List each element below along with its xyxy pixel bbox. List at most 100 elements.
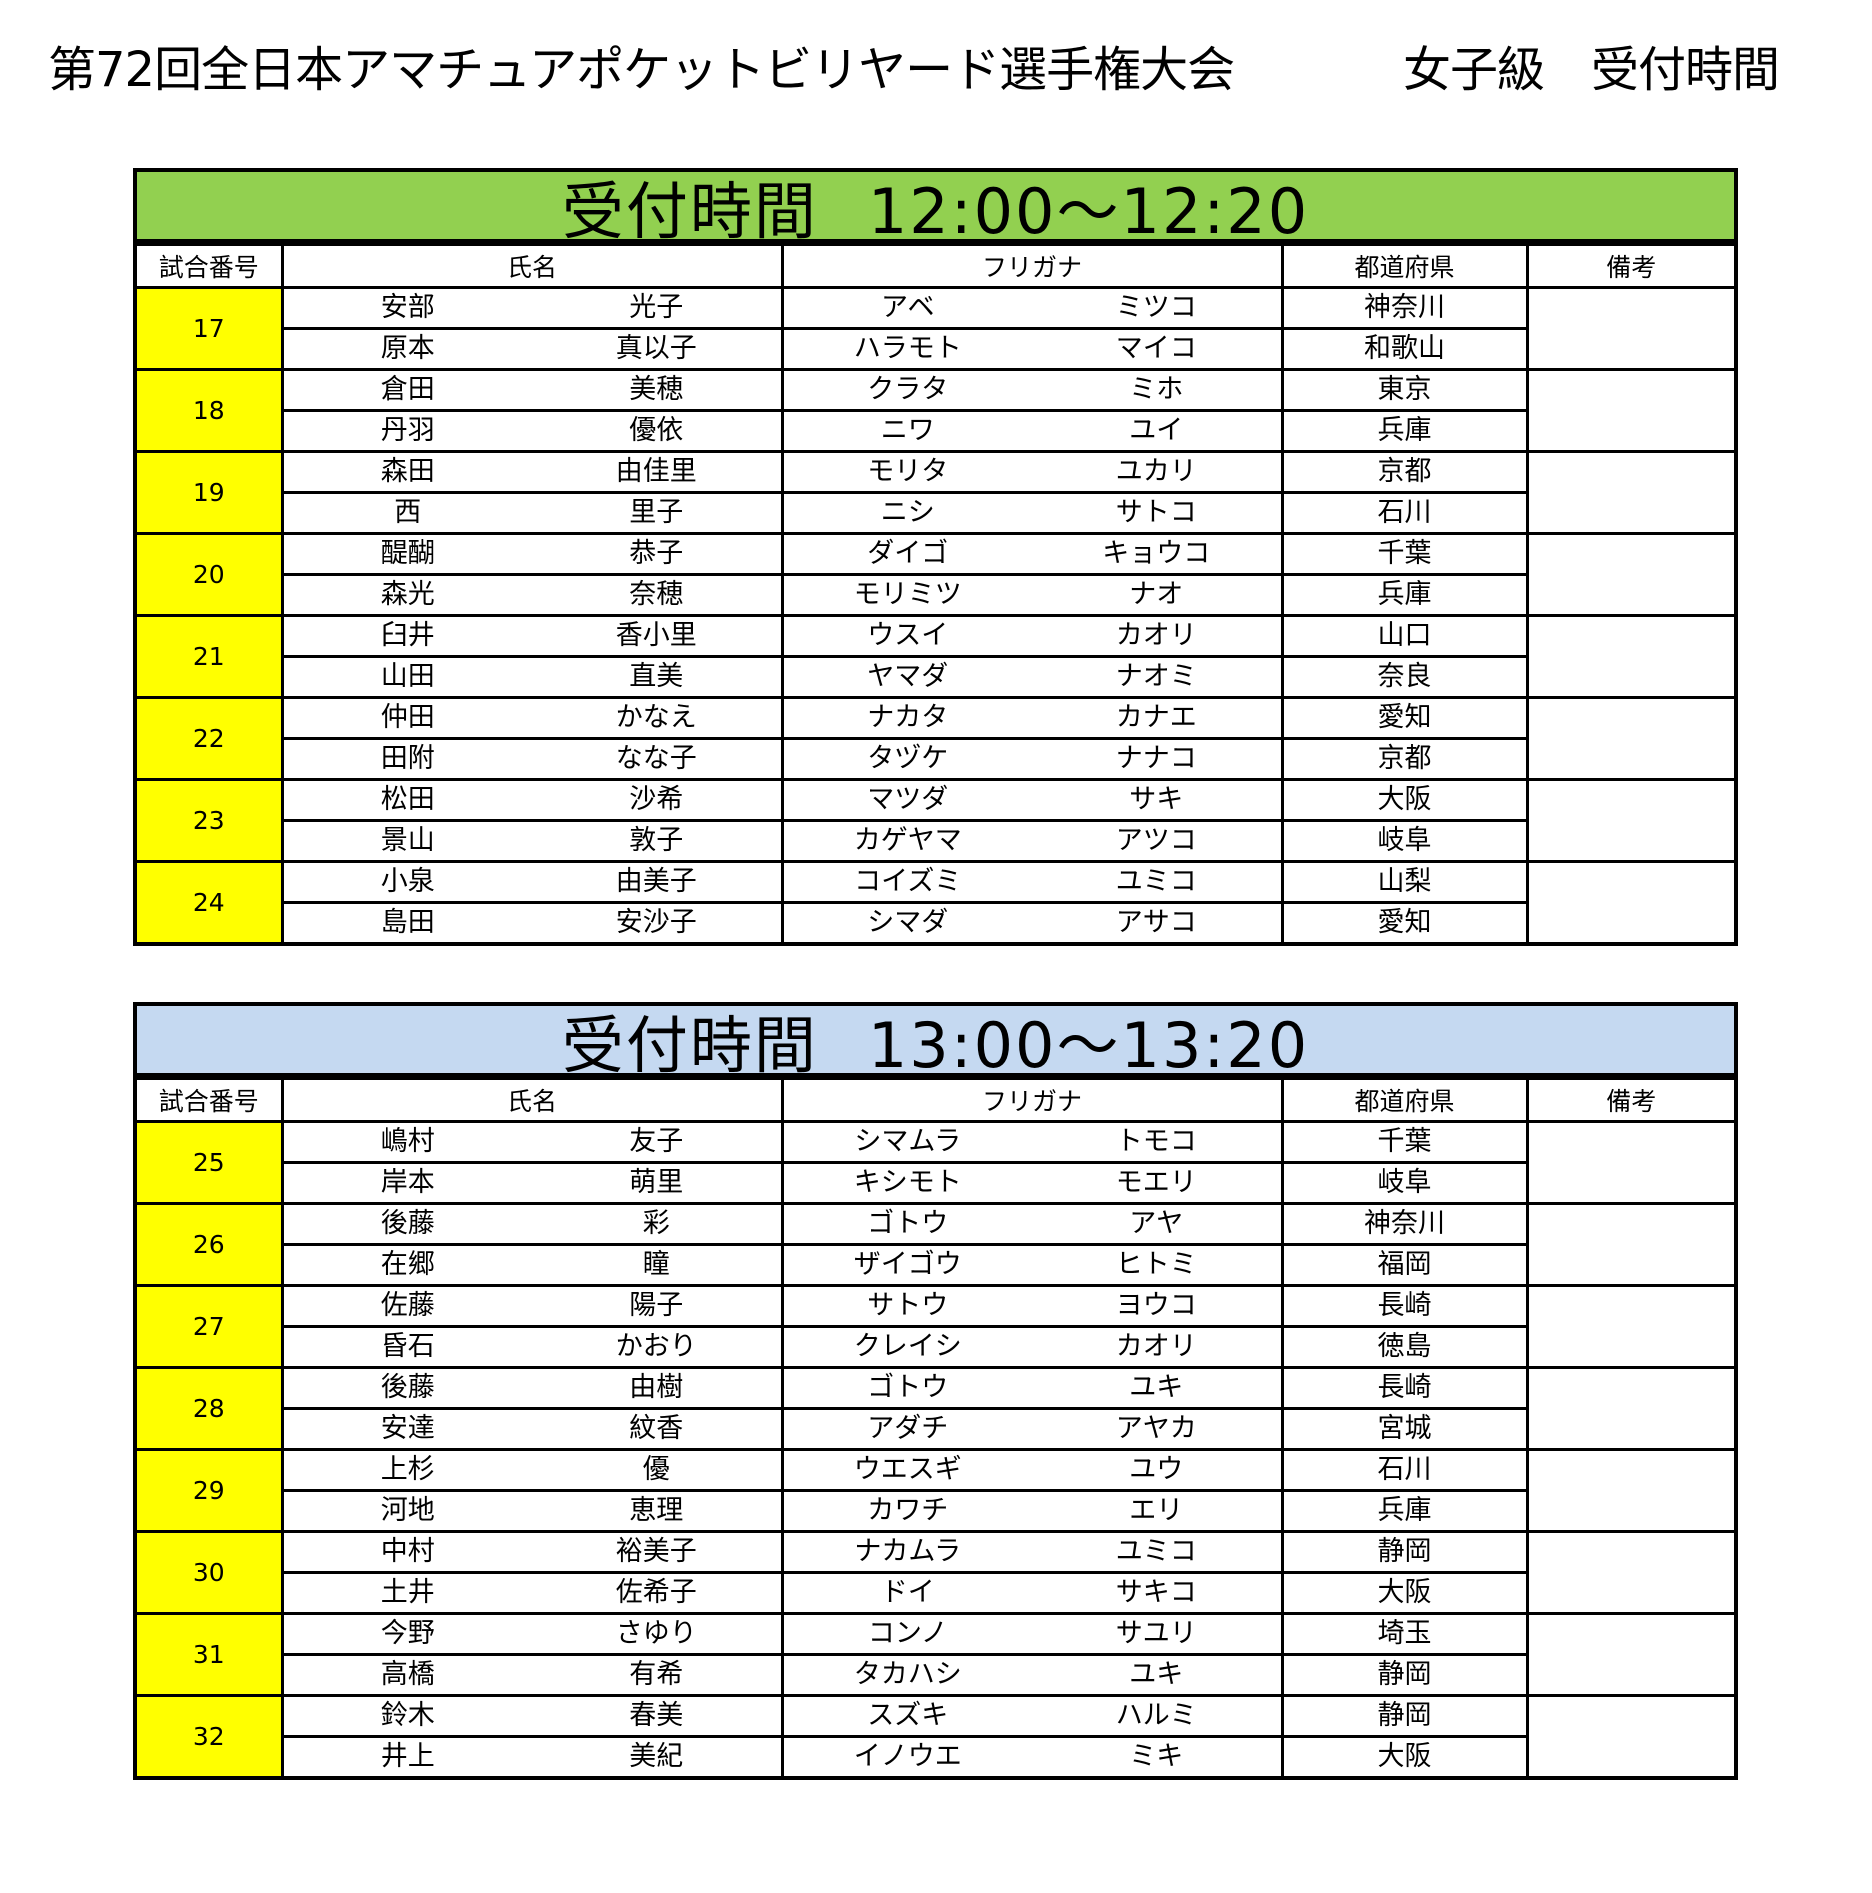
family-kana: ゴトウ (867, 1372, 949, 1403)
header-note: 備考 (1525, 243, 1738, 289)
given-kana: アサコ (1115, 907, 1197, 938)
note-cell (1525, 696, 1738, 781)
note-cell (1525, 1120, 1738, 1205)
given-name: 由美子 (615, 866, 697, 897)
given-kana: マイコ (1115, 333, 1197, 364)
prefecture: 大阪 (1280, 1735, 1529, 1780)
table-row: 18 倉田 美穂 クラタ ミホ 東京 (133, 368, 1738, 453)
family-kana: アダチ (867, 1413, 949, 1444)
note-cell (1525, 1530, 1738, 1615)
kana-cell: シマムラ トモコ (780, 1120, 1284, 1164)
family-kana: サトウ (867, 1290, 949, 1321)
kana-cell: イノウエ ミキ (780, 1735, 1284, 1780)
name-cell: 森光 奈穂 (280, 573, 784, 617)
given-kana: ユイ (1129, 415, 1184, 446)
name-cell: 嶋村 友子 (280, 1120, 784, 1164)
name-cell: 高橋 有希 (280, 1653, 784, 1697)
given-name: 佐希子 (615, 1577, 697, 1608)
prefecture: 和歌山 (1280, 327, 1529, 371)
family-kana: コイズミ (854, 866, 962, 897)
family-kana: ニシ (880, 497, 935, 528)
match-number: 18 (133, 368, 284, 453)
given-name: 敦子 (629, 825, 684, 856)
kana-cell: ナカムラ ユミコ (780, 1530, 1284, 1574)
prefecture: 石川 (1280, 1448, 1529, 1492)
given-kana: カオリ (1115, 1331, 1197, 1362)
name-cell: 原本 真以子 (280, 327, 784, 371)
table-row: 景山 敦子 カゲヤマ アツコ 岐阜 (135, 819, 1736, 863)
given-kana: アヤカ (1115, 1413, 1197, 1444)
given-kana: ナナコ (1115, 743, 1197, 774)
header-match: 試合番号 (133, 243, 284, 289)
family-kana: ゴトウ (867, 1208, 949, 1239)
given-kana: ユミコ (1115, 1536, 1197, 1567)
family-name: 松田 (380, 784, 435, 815)
name-cell: 昏石 かおり (280, 1325, 784, 1369)
family-name: 今野 (380, 1618, 435, 1649)
table-row: 土井 佐希子 ドイ サキコ 大阪 (135, 1571, 1736, 1615)
given-name: 裕美子 (615, 1536, 697, 1567)
match-number: 30 (133, 1530, 284, 1615)
given-name: 優 (642, 1454, 670, 1485)
given-name: 美穂 (629, 374, 684, 405)
table-row: 在郷 瞳 ザイゴウ ヒトミ 福岡 (135, 1243, 1736, 1287)
kana-cell: ウエスギ ユウ (780, 1448, 1284, 1492)
family-name: 仲田 (380, 702, 435, 733)
kana-cell: シマダ アサコ (780, 901, 1284, 946)
kana-cell: ウスイ カオリ (780, 614, 1284, 658)
name-cell: 井上 美紀 (280, 1735, 784, 1780)
family-name: 田附 (380, 743, 435, 774)
family-name: 鈴木 (380, 1700, 435, 1731)
note-cell (1525, 286, 1738, 371)
kana-cell: モリミツ ナオ (780, 573, 1284, 617)
kana-cell: ゴトウ アヤ (780, 1202, 1284, 1246)
family-name: 井上 (380, 1741, 435, 1772)
note-cell (1525, 1612, 1738, 1697)
table-row: 23 松田 沙希 マツダ サキ 大阪 (133, 778, 1738, 863)
given-name: 真以子 (615, 333, 697, 364)
family-kana: ナカタ (867, 702, 949, 733)
name-cell: 景山 敦子 (280, 819, 784, 863)
header-name: 氏名 (280, 243, 784, 289)
name-cell: 臼井 香小里 (280, 614, 784, 658)
note-cell (1525, 1284, 1738, 1369)
match-number: 21 (133, 614, 284, 699)
name-cell: 安達 紋香 (280, 1407, 784, 1451)
note-cell (1525, 368, 1738, 453)
header-row: 試合番号 氏名 フリガナ 都道府県 備考 (133, 1077, 1738, 1123)
header-note: 備考 (1525, 1077, 1738, 1123)
band-label: 受付時間 (561, 174, 818, 248)
family-kana: ダイゴ (867, 538, 949, 569)
section-2: 受付時間 13:00～13:20 試合番号 氏名 フリガナ 都道府県 備考 25 嶋… (133, 1002, 1738, 1780)
family-name: 中村 (380, 1536, 435, 1567)
kana-cell: ダイゴ キョウコ (780, 532, 1284, 576)
given-name: 由樹 (629, 1372, 684, 1403)
family-name: 原本 (380, 333, 435, 364)
family-name: 土井 (380, 1577, 435, 1608)
name-cell: 上杉 優 (280, 1448, 784, 1492)
given-name: かなえ (615, 702, 697, 733)
name-cell: 安部 光子 (280, 286, 784, 330)
match-number: 22 (133, 696, 284, 781)
family-kana: マツダ (867, 784, 949, 815)
name-cell: 山田 直美 (280, 655, 784, 699)
prefecture: 長崎 (1280, 1366, 1529, 1410)
given-name: 直美 (629, 661, 684, 692)
prefecture: 岐阜 (1280, 819, 1529, 863)
given-kana: サキコ (1115, 1577, 1197, 1608)
table-row: 森光 奈穂 モリミツ ナオ 兵庫 (135, 573, 1736, 617)
kana-cell: マツダ サキ (780, 778, 1284, 822)
name-cell: 森田 由佳里 (280, 450, 784, 494)
family-kana: クレイシ (853, 1331, 962, 1362)
match-number: 26 (133, 1202, 284, 1287)
family-kana: ドイ (880, 1577, 935, 1608)
table-row: 31 今野 さゆり コンノ サユリ 埼玉 (133, 1612, 1738, 1697)
match-number: 29 (133, 1448, 284, 1533)
table-row: 19 森田 由佳里 モリタ ユカリ 京都 (133, 450, 1738, 535)
prefecture: 兵庫 (1280, 1489, 1529, 1533)
family-kana: タヅケ (867, 743, 949, 774)
kana-cell: モリタ ユカリ (780, 450, 1284, 494)
entry-table: 試合番号 氏名 フリガナ 都道府県 備考 17 安部 光子 アベ ミツコ 神奈川 原本 真以子ハ… (133, 243, 1738, 946)
note-cell (1525, 614, 1738, 699)
table-row: 原本 真以子 ハラモト マイコ 和歌山 (135, 327, 1736, 371)
